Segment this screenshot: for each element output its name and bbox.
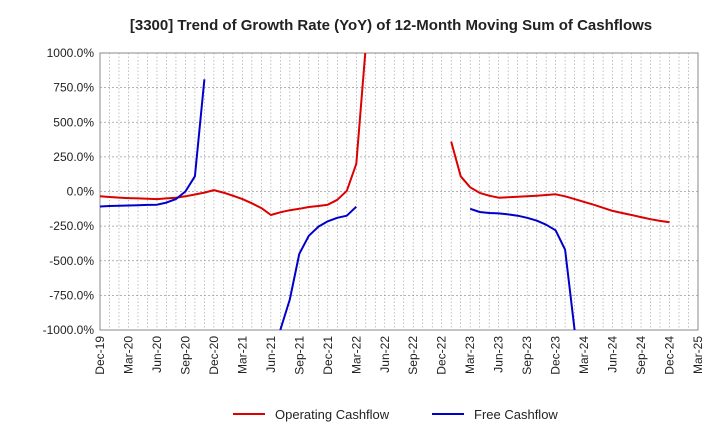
grid-lines	[100, 53, 698, 330]
x-tick-label: Mar-22	[349, 336, 363, 374]
y-tick-label: 0.0%	[67, 185, 95, 199]
x-tick-label: Dec-20	[207, 336, 221, 375]
plot-area	[99, 52, 699, 331]
legend-label: Free Cashflow	[474, 407, 558, 422]
x-tick-label: Mar-23	[463, 336, 477, 374]
x-tick-label: Jun-23	[492, 336, 506, 373]
x-tick-label: Dec-24	[663, 336, 677, 375]
plot-frame	[99, 52, 699, 331]
legend-label: Operating Cashflow	[275, 407, 390, 422]
series-line-operating-cashflow	[100, 53, 367, 216]
x-tick-label: Dec-23	[549, 336, 563, 375]
series-line-free-cashflow	[279, 205, 357, 330]
series-line-free-cashflow	[100, 79, 206, 208]
series-line-free-cashflow	[469, 207, 576, 330]
x-tick-label: Sep-22	[406, 336, 420, 375]
y-tick-label: -250.0%	[49, 219, 94, 233]
y-tick-label: -1000.0%	[43, 323, 95, 337]
x-tick-label: Jun-24	[606, 336, 620, 373]
x-tick-label: Sep-23	[520, 336, 534, 375]
x-tick-label: Dec-19	[93, 336, 107, 375]
y-tick-label: 1000.0%	[47, 46, 95, 60]
x-tick-label: Sep-20	[178, 336, 192, 375]
y-tick-label: 500.0%	[53, 115, 94, 129]
x-tick-label: Jun-22	[378, 336, 392, 373]
y-axis-ticks: 1000.0% 750.0% 500.0% 250.0% 0.0% -250.0% -500…	[43, 46, 95, 337]
series-line-operating-cashflow	[450, 141, 670, 224]
chart-title: [3300] Trend of Growth Rate (YoY) of 12-…	[130, 17, 652, 34]
x-tick-label: Jun-20	[150, 336, 164, 373]
legend: Operating Cashflow Free Cashflow	[233, 407, 558, 422]
x-tick-label: Jun-21	[264, 336, 278, 373]
y-tick-label: -750.0%	[49, 288, 94, 302]
x-tick-label: Dec-22	[435, 336, 449, 375]
x-tick-label: Mar-21	[235, 336, 249, 374]
x-tick-label: Mar-24	[577, 336, 591, 374]
x-tick-label: Mar-25	[691, 336, 705, 374]
y-tick-label: 250.0%	[53, 150, 94, 164]
y-tick-label: 750.0%	[53, 81, 94, 95]
x-tick-label: Sep-21	[292, 336, 306, 375]
x-tick-label: Sep-24	[634, 336, 648, 375]
series-lines	[100, 53, 670, 330]
x-axis-ticks: Dec-19 Mar-20 Jun-20 Sep-20 Dec-20 Mar-21 Jun-…	[93, 336, 705, 375]
x-tick-label: Mar-20	[121, 336, 135, 374]
x-tick-label: Dec-21	[321, 336, 335, 375]
y-tick-label: -500.0%	[49, 254, 94, 268]
